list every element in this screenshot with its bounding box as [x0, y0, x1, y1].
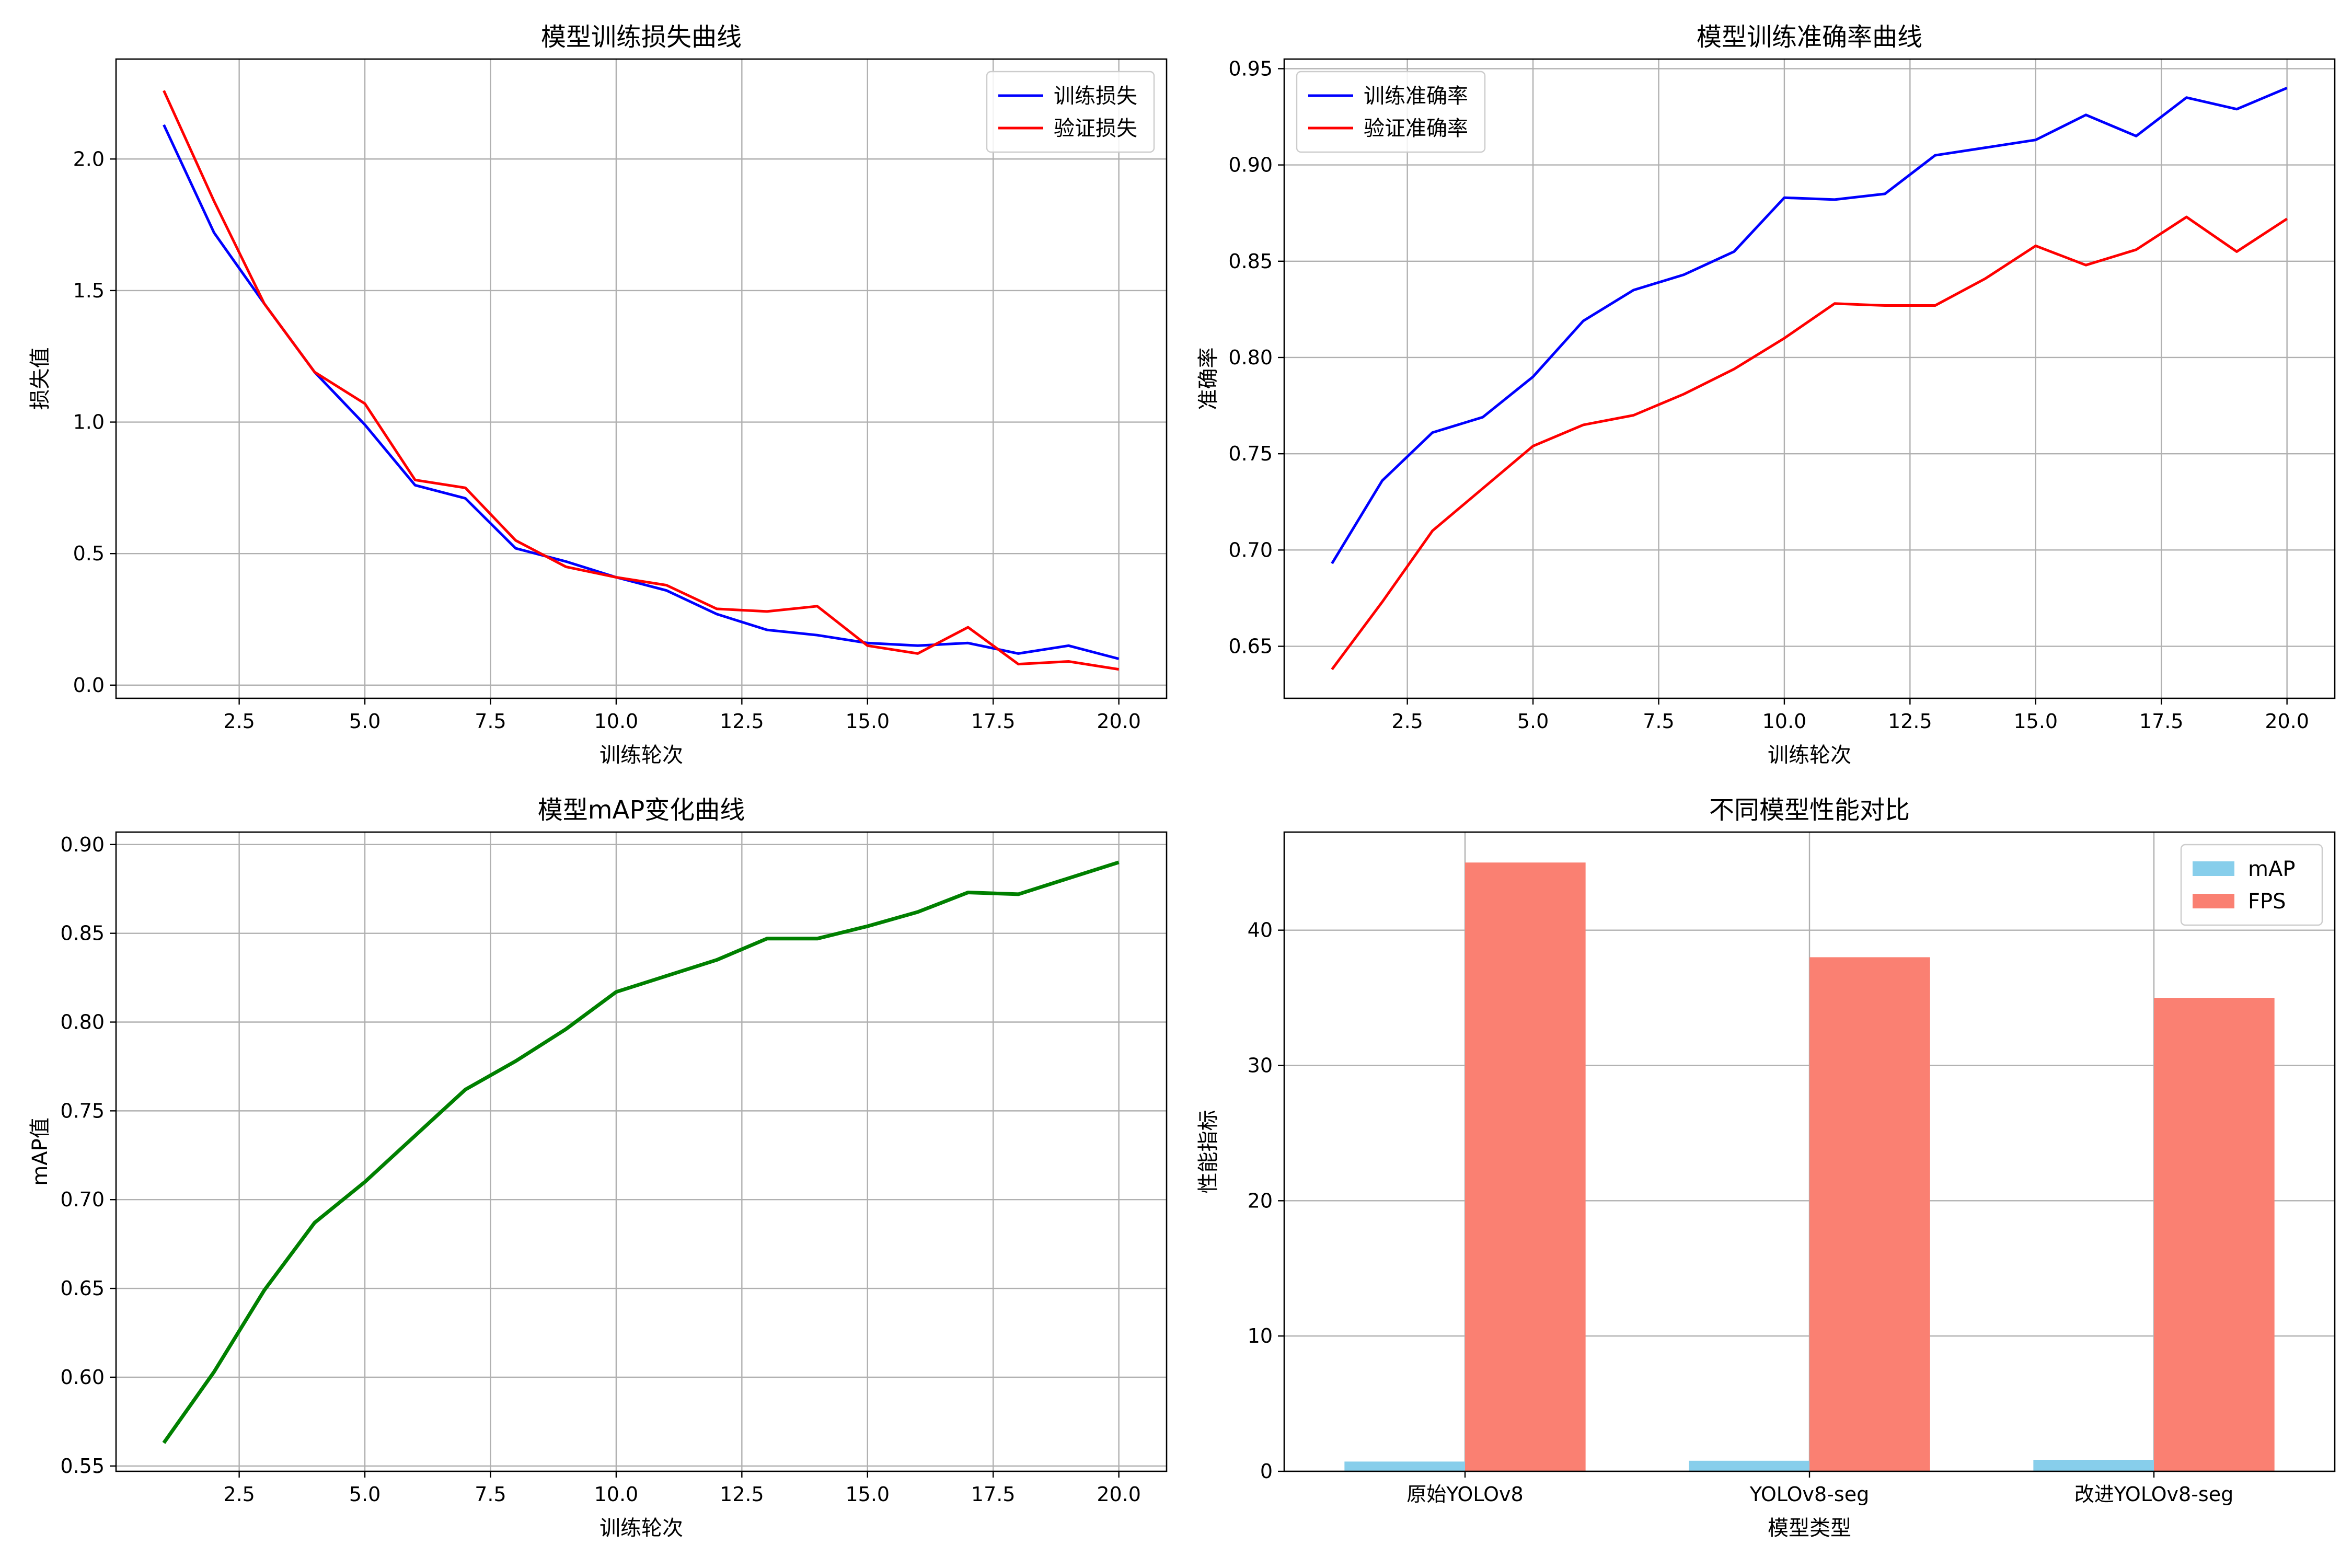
x-tick-label: 17.5: [2139, 710, 2184, 733]
accuracy-axes-frame: [1283, 58, 2336, 699]
compare-chart: 原始YOLOv8 YOLOv8-seg 改进YOLOv8-seg 0 10 20 30 40 不…: [1196, 795, 2336, 1540]
map-y-axis-label: mAP值: [28, 1117, 52, 1185]
x-tick-label: 7.5: [475, 1483, 506, 1506]
y-tick-label: 0.75: [60, 1099, 105, 1122]
legend-label-0: 训练损失: [1054, 84, 1137, 108]
x-tick-label: 12.5: [720, 710, 764, 733]
legend-swatch-1: [2193, 894, 2234, 908]
compare-title: 不同模型性能对比: [1709, 795, 1910, 825]
bar-map-0: [1344, 1461, 1465, 1471]
x-tick-label: 10.0: [1762, 710, 1807, 733]
loss-grid: [116, 59, 1167, 698]
y-tick-label: 0.5: [73, 542, 105, 565]
bar-fps-0: [1465, 862, 1586, 1471]
map-axes-frame: [115, 831, 1168, 1472]
bar-map-1: [1689, 1460, 1809, 1471]
legend-box: [1296, 71, 1486, 153]
y-tick-label: 0.80: [60, 1011, 105, 1034]
legend-label-0: mAP: [2248, 857, 2295, 881]
compare-y-axis-label: 性能指标: [1196, 1110, 1220, 1194]
map-x-axis-label: 训练轮次: [599, 1516, 683, 1540]
y-tick-label: 0.90: [1228, 154, 1273, 177]
y-tick-label: 0.75: [1228, 442, 1273, 465]
legend-label-0: 训练准确率: [1364, 84, 1468, 108]
series-line-0: [163, 124, 1120, 660]
x-tick-label: 15.0: [2013, 710, 2058, 733]
series-line-1: [1331, 215, 2288, 671]
y-tick-label: 20: [1248, 1189, 1273, 1212]
y-tick-label: 1.5: [73, 279, 105, 302]
legend-label-1: 验证损失: [1054, 117, 1137, 141]
x-tick-label: 20.0: [1097, 1483, 1141, 1506]
y-tick-label: 0.70: [1228, 538, 1273, 561]
series-line-0: [1331, 86, 2288, 564]
x-tick-label: 12.5: [1888, 710, 1932, 733]
x-tick-label: 5.0: [349, 710, 381, 733]
x-tick-label: 17.5: [971, 710, 1016, 733]
x-tick-label: 20.0: [1097, 710, 1141, 733]
accuracy-y-axis-label: 准确率: [1196, 348, 1220, 410]
x-tick-label: 17.5: [971, 1483, 1016, 1506]
bar-fps-1: [1809, 957, 1930, 1471]
y-tick-label: 0.85: [60, 922, 105, 945]
bar-map-2: [2033, 1459, 2154, 1471]
loss-title: 模型训练损失曲线: [541, 22, 742, 52]
x-tick-label: 5.0: [1517, 710, 1549, 733]
accuracy-chart: 2.5 5.0 7.5 10.0 12.5 15.0 17.5 20.0 0.65 0.70 0.7…: [1196, 22, 2336, 767]
y-tick-label: 30: [1248, 1054, 1273, 1077]
y-tick-label: 0.55: [60, 1455, 105, 1478]
accuracy-x-axis-label: 训练轮次: [1768, 743, 1851, 767]
compare-legend: mAP FPS: [2180, 844, 2323, 926]
series-line-1: [163, 90, 1119, 671]
x-tick-label: 10.0: [594, 710, 639, 733]
y-tick-label: 0.95: [1228, 57, 1273, 80]
y-tick-label: 0.90: [60, 833, 105, 856]
loss-chart: 2.5 5.0 7.5 10.0 12.5 15.0 17.5 20.0 0.0 0.5 1.0 1.…: [28, 22, 1168, 767]
x-tick-label: 7.5: [475, 710, 506, 733]
x-tick-label: 2.5: [1391, 710, 1423, 733]
map-grid: [116, 832, 1167, 1471]
y-tick-label: 1.0: [73, 411, 105, 434]
y-tick-label: 0.85: [1228, 250, 1273, 273]
y-tick-label: 0.70: [60, 1188, 105, 1211]
y-tick-label: 0.65: [60, 1277, 105, 1300]
x-tick-label: 2.5: [223, 710, 255, 733]
y-tick-label: 0: [1260, 1460, 1273, 1483]
bar-fps-2: [2154, 998, 2275, 1471]
y-tick-label: 40: [1248, 919, 1273, 942]
legend-label-1: 验证准确率: [1364, 117, 1468, 141]
x-tick-label: 改进YOLOv8-seg: [2074, 1483, 2233, 1506]
x-tick-label: 20.0: [2265, 710, 2309, 733]
x-tick-label: 12.5: [720, 1483, 764, 1506]
x-tick-label: 15.0: [845, 710, 890, 733]
accuracy-grid: [1284, 59, 2335, 698]
loss-y-axis-label: 损失值: [28, 348, 52, 410]
accuracy-title: 模型训练准确率曲线: [1697, 22, 1922, 52]
y-tick-label: 2.0: [73, 147, 105, 170]
loss-x-axis-label: 训练轮次: [599, 743, 683, 767]
y-tick-label: 0.80: [1228, 346, 1273, 369]
legend-swatch-0: [2193, 861, 2234, 876]
y-tick-label: 0.0: [73, 674, 105, 697]
map-title: 模型mAP变化曲线: [538, 795, 745, 825]
compare-x-axis-label: 模型类型: [1768, 1516, 1851, 1540]
x-tick-label: 5.0: [349, 1483, 381, 1506]
y-tick-label: 0.60: [60, 1366, 105, 1389]
legend-box: [986, 71, 1155, 153]
x-tick-label: 2.5: [223, 1483, 255, 1506]
x-tick-label: YOLOv8-seg: [1749, 1483, 1869, 1506]
x-tick-label: 原始YOLOv8: [1406, 1483, 1523, 1506]
x-tick-label: 10.0: [594, 1483, 639, 1506]
series-line-0: [162, 860, 1120, 1444]
loss-axes-frame: [115, 58, 1168, 699]
x-tick-label: 15.0: [845, 1483, 890, 1506]
y-tick-label: 10: [1248, 1324, 1273, 1347]
y-tick-label: 0.65: [1228, 635, 1273, 658]
x-tick-label: 7.5: [1643, 710, 1674, 733]
legend-label-1: FPS: [2248, 890, 2286, 914]
map-chart: 2.5 5.0 7.5 10.0 12.5 15.0 17.5 20.0 0.55 0.60 0.6…: [28, 795, 1168, 1540]
